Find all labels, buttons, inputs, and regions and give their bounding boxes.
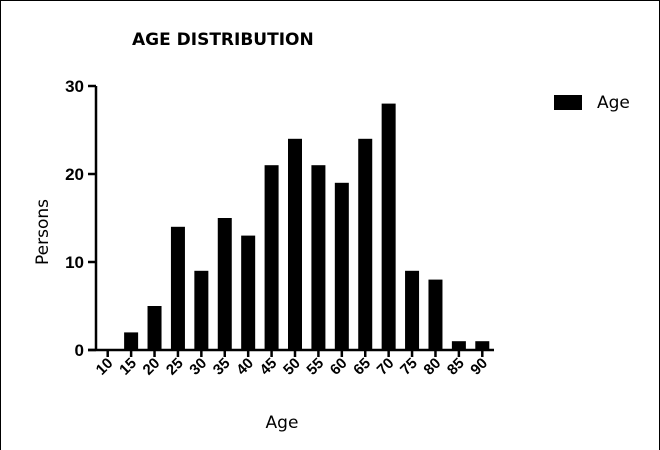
legend-label: Age [597, 93, 630, 113]
x-tick-label: 55 [303, 355, 327, 379]
x-tick-label: 25 [163, 355, 187, 379]
bar-65 [358, 138, 373, 350]
bar-70 [381, 103, 396, 350]
bar-90 [475, 341, 490, 350]
bar-30 [194, 270, 209, 350]
x-tick-label: 40 [233, 355, 257, 379]
bar-80 [428, 279, 443, 350]
x-tick-label: 20 [140, 355, 164, 379]
bar-55 [311, 165, 326, 350]
bar-20 [147, 306, 162, 350]
x-tick-label: 85 [444, 355, 468, 379]
bar-75 [405, 270, 420, 350]
x-tick-label: 50 [280, 355, 304, 379]
x-tick-label: 60 [327, 355, 351, 379]
x-tick-label: 65 [350, 355, 374, 379]
y-tick-label: 30 [65, 77, 84, 96]
x-tick-label: 15 [116, 355, 140, 379]
y-tick-label: 0 [75, 341, 84, 360]
bar-60 [334, 182, 349, 350]
bar-40 [241, 235, 256, 350]
legend: Age [554, 93, 630, 113]
chart-title: AGE DISTRIBUTION [132, 30, 314, 50]
bar-35 [217, 218, 232, 350]
y-tick-label: 20 [65, 165, 84, 184]
x-axis-label: Age [266, 413, 299, 433]
x-tick-label: 35 [210, 355, 234, 379]
x-tick-label: 30 [186, 355, 210, 379]
y-axis: 0 10 20 30 [65, 77, 98, 360]
y-axis-label: Persons [33, 199, 53, 265]
bar-50 [288, 138, 302, 350]
x-tick-label: 80 [420, 355, 444, 379]
x-tick-label: 90 [467, 355, 491, 379]
x-axis: 10 15 20 25 30 35 40 45 50 55 60 65 70 75 80 85 90 [88, 348, 494, 379]
x-tick-label: 10 [93, 355, 117, 379]
bar-45 [264, 165, 279, 350]
x-tick-label: 70 [374, 355, 398, 379]
bar-85 [451, 341, 466, 350]
x-tick-label: 75 [397, 355, 421, 379]
y-tick-label: 10 [65, 253, 84, 272]
bars [124, 103, 490, 350]
bar-15 [124, 332, 139, 350]
bar-25 [170, 226, 185, 350]
x-tick-label: 45 [257, 355, 281, 379]
legend-swatch [554, 95, 582, 110]
